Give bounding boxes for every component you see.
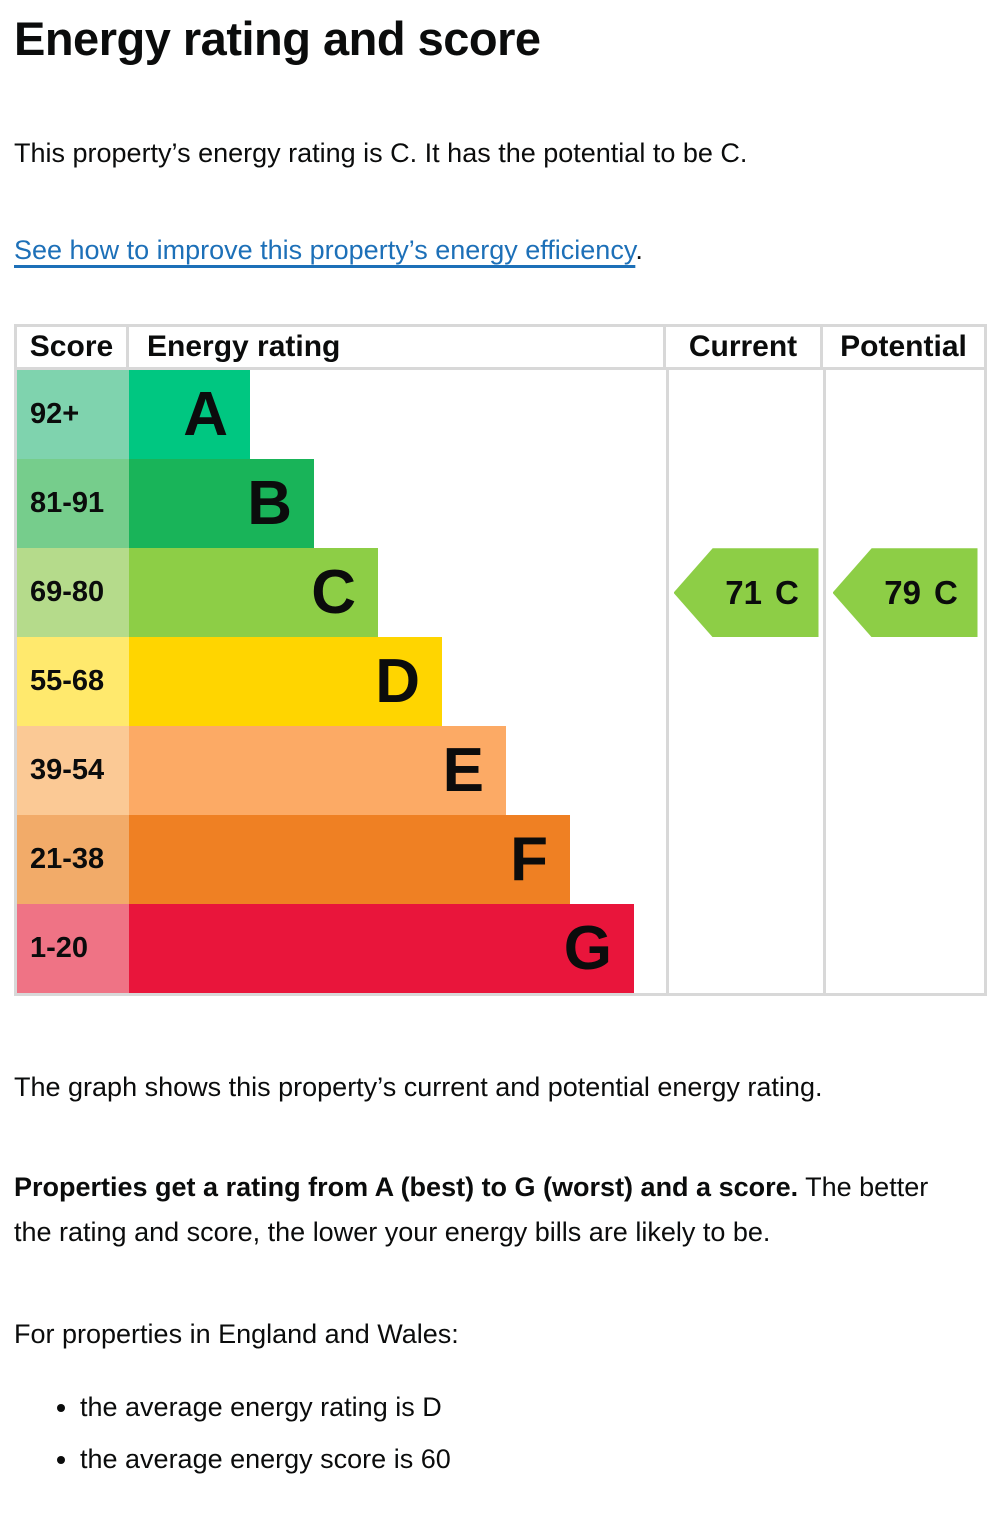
rating-explanation-rest-line2: the rating and score, the lower your ene… xyxy=(14,1217,771,1248)
rating-cell-a: A xyxy=(129,370,666,460)
region-bullet-list: the average energy rating is D the averag… xyxy=(14,1390,986,1476)
band-bar-g: G xyxy=(129,904,634,994)
column-header-score: Score xyxy=(17,327,129,368)
potential-rating-arrow: 79 C xyxy=(832,548,978,638)
band-row-f: 21-38 F xyxy=(17,815,984,905)
band-bar-f: F xyxy=(129,815,570,905)
potential-cell-b xyxy=(823,459,984,549)
improve-link-line: See how to improve this property’s energ… xyxy=(14,233,986,268)
column-header-potential: Potential xyxy=(820,327,984,368)
rating-summary-text: This property’s energy rating is C. It h… xyxy=(14,138,748,169)
score-range-a: 92+ xyxy=(17,370,129,460)
rating-explanation-rest-line1: The better xyxy=(798,1172,929,1203)
current-rating-arrow: 71 C xyxy=(673,548,819,638)
current-band-letter: C xyxy=(774,573,799,611)
potential-cell-f xyxy=(823,815,984,905)
score-range-b: 81-91 xyxy=(17,459,129,549)
rating-cell-d: D xyxy=(129,637,666,727)
current-cell-b xyxy=(666,459,823,549)
score-range-e: 39-54 xyxy=(17,726,129,816)
current-score-value: 71 xyxy=(725,573,762,611)
improve-efficiency-link[interactable]: See how to improve this property’s energ… xyxy=(14,235,636,266)
potential-cell-d xyxy=(823,637,984,727)
potential-cell-e xyxy=(823,726,984,816)
band-bar-a: A xyxy=(129,370,250,460)
improve-link-period: . xyxy=(635,235,643,266)
rating-cell-c: C xyxy=(129,548,666,638)
current-cell-f xyxy=(666,815,823,905)
current-cell-a xyxy=(666,370,823,460)
band-bar-e: E xyxy=(129,726,506,816)
band-row-c: 69-80 C 71 C 79 C xyxy=(17,548,984,638)
potential-cell-c: 79 C xyxy=(823,548,984,638)
rating-cell-e: E xyxy=(129,726,666,816)
score-range-d: 55-68 xyxy=(17,637,129,727)
current-cell-e xyxy=(666,726,823,816)
potential-cell-g xyxy=(823,904,984,994)
band-row-a: 92+ A xyxy=(17,370,984,460)
rating-cell-g: G xyxy=(129,904,666,994)
band-bar-c: C xyxy=(129,548,378,638)
score-range-c: 69-80 xyxy=(17,548,129,638)
column-header-energy-rating: Energy rating xyxy=(147,330,341,364)
potential-score-value: 79 xyxy=(884,573,921,611)
region-heading: For properties in England and Wales: xyxy=(14,1319,459,1350)
band-row-d: 55-68 D xyxy=(17,637,984,727)
rating-cell-b: B xyxy=(129,459,666,549)
page-title: Energy rating and score xyxy=(14,12,541,65)
graph-caption: The graph shows this property’s current … xyxy=(14,1072,823,1103)
rating-cell-f: F xyxy=(129,815,666,905)
rating-explanation: Properties get a rating from A (best) to… xyxy=(14,1165,986,1255)
region-bullet-item: the average energy rating is D xyxy=(80,1390,986,1425)
potential-band-letter: C xyxy=(933,573,958,611)
current-cell-g xyxy=(666,904,823,994)
region-bullet-item: the average energy score is 60 xyxy=(80,1442,986,1477)
energy-rating-chart: Score Energy rating Current Potential 92… xyxy=(14,324,987,997)
chart-header-row: Score Energy rating Current Potential xyxy=(17,327,984,371)
band-row-g: 1-20 G xyxy=(17,904,984,994)
current-cell-c: 71 C xyxy=(666,548,823,638)
score-range-g: 1-20 xyxy=(17,904,129,994)
current-cell-d xyxy=(666,637,823,727)
chart-body: 92+ A 81-91 B 69-80 C 71 C 79 C 55-68 D 39-54 E 21-38 F… xyxy=(17,370,984,994)
potential-cell-a xyxy=(823,370,984,460)
band-row-e: 39-54 E xyxy=(17,726,984,816)
band-bar-d: D xyxy=(129,637,442,727)
column-header-current: Current xyxy=(663,327,820,368)
band-row-b: 81-91 B xyxy=(17,459,984,549)
rating-explanation-bold: Properties get a rating from A (best) to… xyxy=(14,1172,799,1203)
score-range-f: 21-38 xyxy=(17,815,129,905)
band-bar-b: B xyxy=(129,459,314,549)
